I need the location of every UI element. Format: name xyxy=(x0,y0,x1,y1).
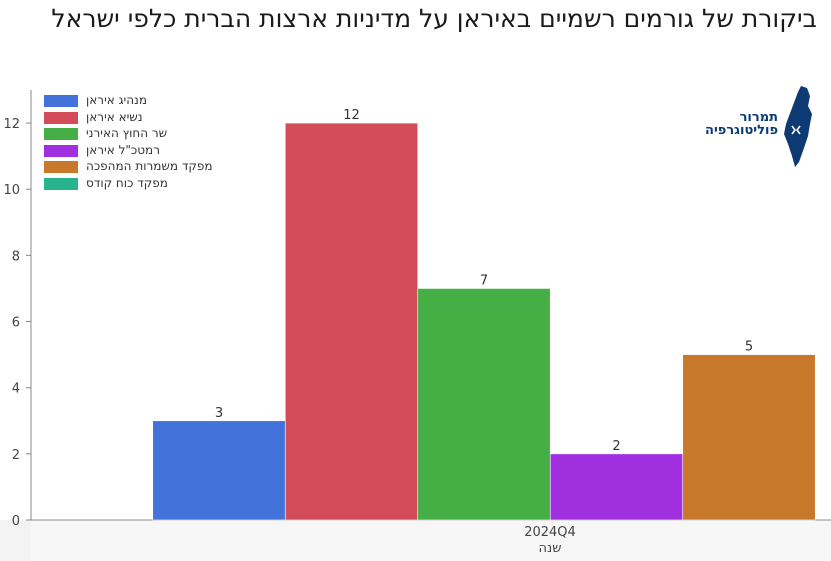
y-tick-label: 2 xyxy=(12,448,20,463)
bar xyxy=(152,420,286,521)
legend-label: נשיא איראן xyxy=(86,109,143,124)
bar-value-label: 7 xyxy=(480,273,488,288)
y-tick-label: 8 xyxy=(12,249,20,264)
legend-swatch xyxy=(44,161,78,173)
tamrur-logo: תמרור פוליטוגרפיה xyxy=(700,80,820,170)
axis-corner xyxy=(0,520,31,561)
legend-label: שר החוץ האירני xyxy=(86,126,168,140)
logo-line2: פוליטוגרפיה xyxy=(705,123,778,138)
bar-value-label: 2 xyxy=(612,439,620,454)
y-tick-label: 12 xyxy=(3,117,20,132)
legend-label: מפקד כוח קודס xyxy=(86,175,168,190)
legend-label: מנהיג איראן xyxy=(86,93,148,107)
legend-label: רמטכ"ל איראן xyxy=(86,142,160,157)
legend-swatch xyxy=(44,128,78,140)
bar xyxy=(549,453,684,521)
legend-label: מפקד משמרות המהפכה xyxy=(86,159,213,173)
bar xyxy=(284,122,419,521)
legend-swatch xyxy=(44,144,78,157)
x-axis-label: שנה xyxy=(539,541,562,556)
logo-line1: תמרור xyxy=(739,110,778,125)
bar-value-label: 12 xyxy=(343,108,360,123)
y-tick-label: 6 xyxy=(12,316,20,331)
legend-swatch xyxy=(44,111,78,124)
bar xyxy=(417,288,551,521)
legend-swatch xyxy=(44,177,78,190)
israel-map-icon xyxy=(784,86,812,167)
legend-swatch xyxy=(44,95,78,107)
chart-title: ביקורת של גורמים רשמיים באיראן על מדיניו… xyxy=(51,4,817,33)
x-tick-label: 2024Q4 xyxy=(524,525,576,540)
bar-value-label: 5 xyxy=(745,340,753,355)
y-tick-label: 0 xyxy=(12,514,20,529)
y-tick-label: 4 xyxy=(12,382,20,397)
x-axis-band xyxy=(31,520,831,561)
y-tick-label: 10 xyxy=(3,183,20,198)
bar xyxy=(682,354,816,521)
bar-value-label: 3 xyxy=(215,406,223,421)
